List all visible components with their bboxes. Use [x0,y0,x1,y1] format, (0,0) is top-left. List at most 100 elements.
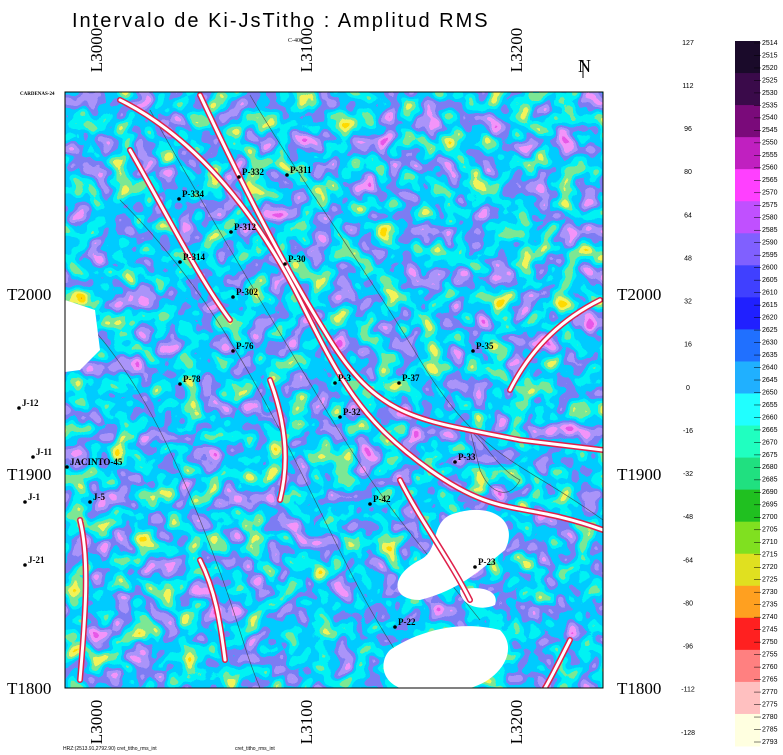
colorbar-label: 2520 [762,65,778,72]
colorbar-label: 2725 [762,577,778,584]
colorbar-label: 2730 [762,589,778,596]
inline-label: L3100 [297,28,316,72]
colorbar-swatch [735,297,760,330]
corner-label: CARDENAS-24 [20,92,55,97]
crossline-label: T2000 [7,285,51,304]
well-marker [393,625,397,629]
well-label: P-37 [402,373,420,383]
colorbar-swatch [735,265,760,298]
colorbar-swatch [735,425,760,459]
colorbar: 127 112 96 80 64 48 32 16 0 -16 -32 -48 -64 -80 -96 -11… [681,40,778,747]
well-marker [471,349,475,353]
colorbar-left-tick: 64 [684,212,692,219]
colorbar-label: 2650 [762,389,778,396]
colorbar-swatch [735,73,760,106]
colorbar-left-tick: -32 [683,471,693,478]
footer-left: HRZ:(2513.91,2792.90) cret_titho_rms_int [63,746,157,752]
well-marker [178,382,182,386]
colorbar-swatch [735,553,760,587]
colorbar-label: 2580 [762,215,778,222]
colorbar-label: 2745 [762,627,778,634]
colorbar-swatch [735,41,760,74]
colorbar-label: 2735 [762,602,778,609]
colorbar-swatch [735,137,760,170]
colorbar-label: 2555 [762,152,778,159]
colorbar-label: 2665 [762,427,778,434]
colorbar-label: 2620 [762,314,778,321]
well-marker [177,197,181,201]
well-label: P-334 [182,189,204,199]
colorbar-label: 2740 [762,614,778,621]
map-frame [64,91,604,689]
colorbar-label: 2690 [762,489,778,496]
colorbar-label: 2590 [762,240,778,247]
colorbar-left-tick: 96 [684,126,692,133]
well-label: P-22 [398,617,416,627]
well-marker [178,260,182,264]
colorbar-label: 2515 [762,52,778,59]
well-marker [65,465,69,469]
well-label: JACINTO-45 [70,457,123,467]
colorbar-label: 2660 [762,414,778,421]
colorbar-label: 2670 [762,439,778,446]
colorbar-label: 2615 [762,302,778,309]
well-label: P-312 [234,222,256,232]
inline-label: L3000 [87,28,106,72]
colorbar-label: 2640 [762,364,778,371]
colorbar-swatch [735,233,760,266]
well-label: P-302 [236,287,258,297]
colorbar-label: 2715 [762,552,778,559]
north-label: N [578,56,591,76]
colorbar-left-tick: 0 [686,385,690,392]
colorbar-left-tick: -96 [683,644,693,651]
colorbar-label: 2755 [762,651,778,658]
top-label: C-406 [288,38,303,44]
colorbar-label: 2545 [762,127,778,134]
colorbar-label: 2680 [762,464,778,471]
colorbar-left-tick: 127 [682,40,694,47]
well-label: P-332 [242,167,264,177]
well-marker [397,381,401,385]
colorbar-label: 2710 [762,539,778,546]
colorbar-label: 2540 [762,115,778,122]
colorbar-label: 2655 [762,402,778,409]
inline-label: L3200 [507,700,526,744]
well-label: P-42 [373,494,391,504]
well-marker [231,349,235,353]
colorbar-label: 2793 [762,739,778,746]
colorbar-left-tick: -112 [681,687,695,694]
crossline-label: T2000 [617,285,661,304]
well-label: P-33 [458,452,476,462]
colorbar-swatch [735,329,760,362]
colorbar-label: 2770 [762,689,778,696]
colorbar-left-tick: 32 [684,299,692,306]
colorbar-swatch [735,585,760,619]
well-marker [23,563,27,567]
colorbar-left-tick: -64 [683,557,693,564]
colorbar-swatch [735,361,760,394]
well-marker [31,455,35,459]
crossline-label: T1900 [617,465,661,484]
inline-label: L3000 [87,700,106,744]
colorbar-label: 2645 [762,377,778,384]
well-marker [23,500,27,504]
colorbar-label: 2700 [762,514,778,521]
well-label: P-30 [288,254,306,264]
contours [65,94,603,688]
colorbar-swatch [735,169,760,202]
well-marker [237,175,241,179]
well-marker [473,565,477,569]
colorbar-label: 2695 [762,502,778,509]
colorbar-swatch [735,105,760,138]
well-label: P-32 [343,407,361,417]
well-marker [231,295,235,299]
colorbar-label: 2705 [762,527,778,534]
colorbar-label: 2514 [762,40,778,47]
colorbar-swatch [735,649,760,683]
colorbar-label: 2720 [762,564,778,571]
colorbar-left-tick: -48 [683,514,693,521]
no-data [65,300,509,688]
colorbar-left-tick: 48 [684,255,692,262]
colorbar-left-tick: -80 [683,600,693,607]
colorbar-label: 2685 [762,477,778,484]
